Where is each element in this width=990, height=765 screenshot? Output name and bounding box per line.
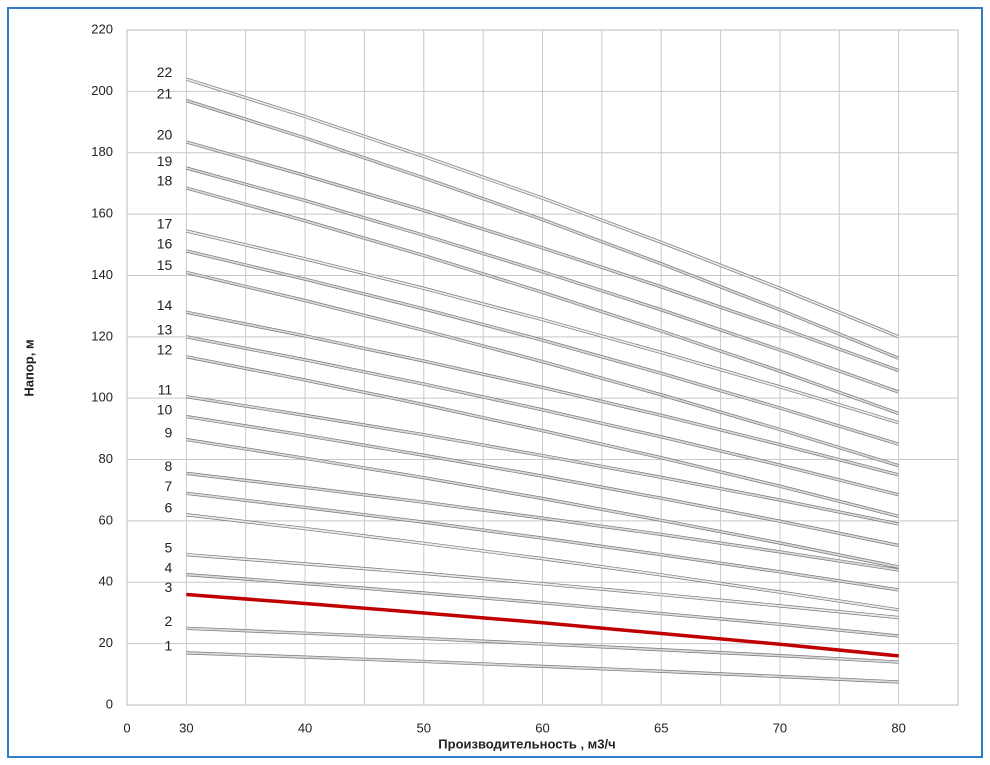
series-label: 11 bbox=[158, 381, 173, 397]
series-label: 6 bbox=[165, 499, 173, 515]
series-label: 21 bbox=[157, 85, 173, 101]
y-axis-title: Напор, м bbox=[21, 339, 36, 396]
x-tick-label: 65 bbox=[654, 720, 668, 735]
line bbox=[186, 553, 899, 619]
x-tick-label: 50 bbox=[417, 720, 431, 735]
x-tick-label: 70 bbox=[773, 720, 787, 735]
line bbox=[186, 627, 899, 663]
series-label: 5 bbox=[165, 539, 173, 555]
series-label: 2 bbox=[165, 613, 173, 629]
frame bbox=[7, 7, 983, 758]
y-tick-label: 160 bbox=[91, 206, 113, 221]
y-tick-label: 60 bbox=[99, 512, 113, 527]
series-label: 10 bbox=[157, 401, 173, 417]
line bbox=[186, 573, 899, 637]
x-tick-label: 30 bbox=[179, 720, 193, 735]
line bbox=[186, 395, 899, 525]
line bbox=[186, 187, 899, 415]
line bbox=[186, 99, 899, 360]
series-label: 8 bbox=[165, 458, 173, 474]
line bbox=[186, 311, 899, 476]
x-axis-title: Производительность , м3/ч bbox=[438, 736, 615, 751]
y-tick-label: 0 bbox=[106, 696, 113, 711]
y-tick-label: 120 bbox=[91, 328, 113, 343]
line bbox=[186, 513, 899, 611]
y-tick-label: 140 bbox=[91, 267, 113, 282]
line bbox=[186, 472, 899, 571]
series-label: 20 bbox=[157, 127, 173, 143]
series-label: 7 bbox=[165, 478, 173, 494]
line bbox=[186, 415, 899, 547]
series-label: 9 bbox=[165, 424, 173, 440]
line bbox=[186, 167, 899, 393]
y-tick-label: 200 bbox=[91, 83, 113, 98]
y-tick-label: 20 bbox=[99, 635, 113, 650]
line bbox=[186, 141, 899, 372]
series-label: 22 bbox=[157, 64, 173, 80]
series-label: 17 bbox=[157, 216, 173, 232]
line bbox=[186, 492, 899, 591]
y-tick-label: 100 bbox=[91, 390, 113, 405]
series-label: 1 bbox=[165, 638, 173, 654]
line bbox=[186, 592, 899, 658]
x-tick-label: 80 bbox=[891, 720, 905, 735]
line bbox=[186, 335, 899, 496]
x-tick-label: 60 bbox=[535, 720, 549, 735]
line bbox=[186, 78, 899, 338]
line bbox=[186, 438, 899, 568]
series-label: 16 bbox=[157, 236, 173, 252]
y-tick-label: 220 bbox=[91, 21, 113, 36]
series-label: 3 bbox=[165, 579, 173, 595]
series-label: 4 bbox=[165, 559, 173, 575]
series-label: 19 bbox=[157, 153, 173, 169]
series-label: 15 bbox=[157, 257, 173, 273]
x-tick-label: 40 bbox=[298, 720, 312, 735]
y-tick-label: 180 bbox=[91, 144, 113, 159]
series-label: 14 bbox=[157, 297, 173, 313]
line bbox=[186, 651, 899, 683]
y-tick-label: 40 bbox=[99, 574, 113, 589]
line bbox=[186, 230, 899, 424]
x-tick-label: 0 bbox=[123, 720, 130, 735]
y-tick-label: 80 bbox=[99, 451, 113, 466]
series-label: 13 bbox=[157, 322, 173, 338]
plot-border bbox=[126, 29, 959, 706]
series-label: 12 bbox=[157, 341, 173, 357]
line bbox=[186, 250, 899, 446]
series-label: 18 bbox=[157, 173, 173, 189]
line bbox=[186, 271, 899, 467]
line bbox=[186, 355, 899, 518]
